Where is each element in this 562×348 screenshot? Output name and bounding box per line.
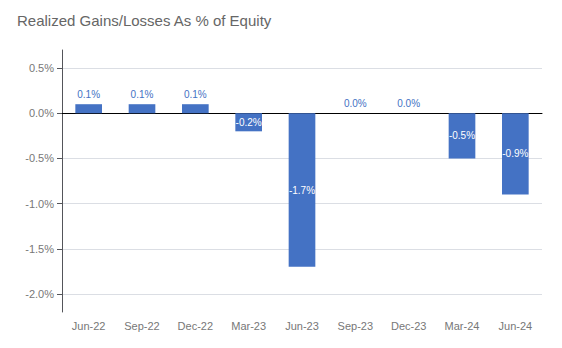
svg-text:0.0%: 0.0% — [29, 107, 54, 119]
svg-text:-0.5%: -0.5% — [449, 130, 475, 141]
svg-text:Realized Gains/Losses As % of: Realized Gains/Losses As % of Equity — [17, 12, 272, 29]
svg-text:-0.2%: -0.2% — [236, 117, 262, 128]
svg-text:0.5%: 0.5% — [29, 62, 54, 74]
svg-text:Sep-23: Sep-23 — [338, 320, 373, 332]
svg-text:-0.5%: -0.5% — [25, 152, 54, 164]
svg-text:Sep-22: Sep-22 — [124, 320, 159, 332]
svg-text:0.1%: 0.1% — [184, 89, 207, 100]
svg-text:-0.9%: -0.9% — [502, 148, 528, 159]
svg-text:-1.7%: -1.7% — [289, 185, 315, 196]
svg-text:-2.0%: -2.0% — [25, 288, 54, 300]
svg-text:Jun-22: Jun-22 — [72, 320, 106, 332]
svg-text:0.1%: 0.1% — [131, 89, 154, 100]
svg-text:-1.5%: -1.5% — [25, 243, 54, 255]
svg-text:Jun-23: Jun-23 — [285, 320, 319, 332]
svg-text:Mar-24: Mar-24 — [445, 320, 480, 332]
svg-text:0.0%: 0.0% — [397, 98, 420, 109]
svg-text:Dec-22: Dec-22 — [178, 320, 213, 332]
svg-text:-1.0%: -1.0% — [25, 198, 54, 210]
svg-text:Jun-24: Jun-24 — [499, 320, 533, 332]
svg-text:0.1%: 0.1% — [77, 89, 100, 100]
svg-text:0.0%: 0.0% — [344, 98, 367, 109]
svg-text:Dec-23: Dec-23 — [391, 320, 426, 332]
svg-text:Mar-23: Mar-23 — [231, 320, 266, 332]
